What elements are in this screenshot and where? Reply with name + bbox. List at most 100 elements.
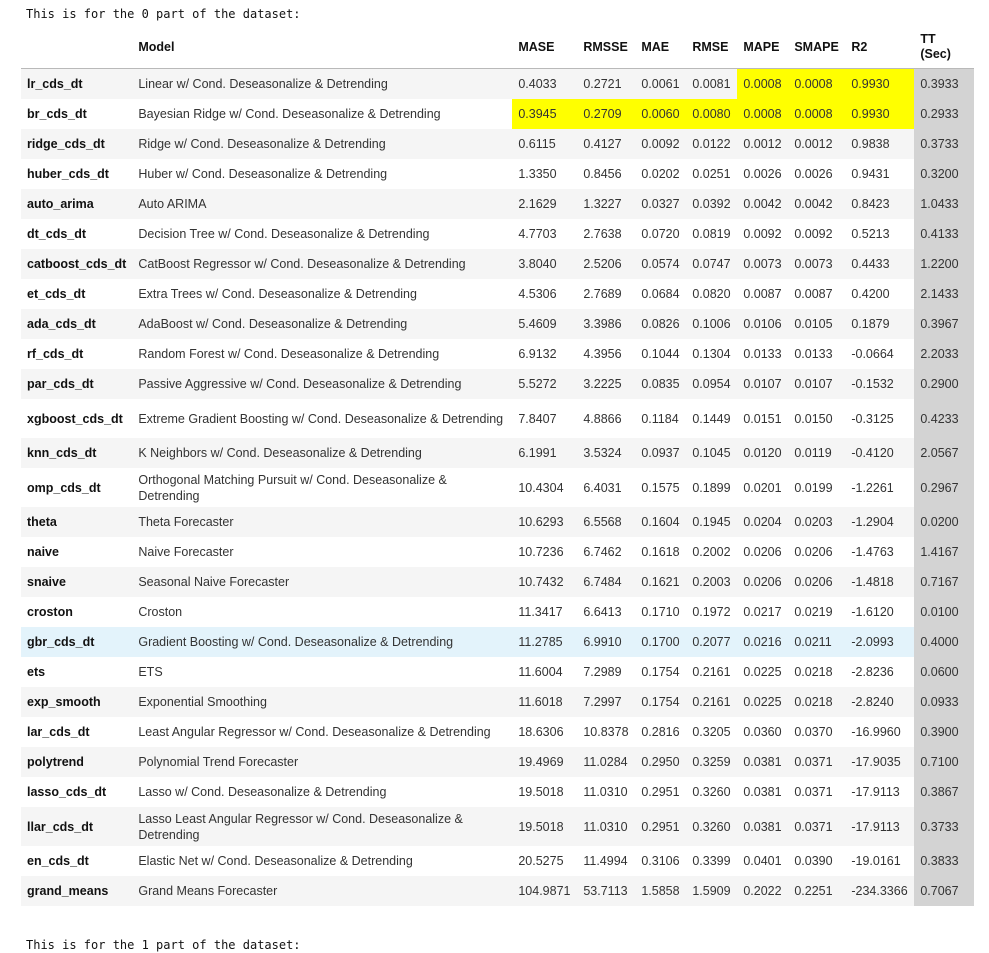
cell-mape: 0.2022	[737, 876, 789, 906]
cell-r2: 0.9930	[845, 68, 915, 99]
cell-mase: 0.3945	[512, 99, 578, 129]
cell-smape: 0.0008	[788, 99, 846, 129]
cell-model: Auto ARIMA	[132, 189, 513, 219]
cell-tt: 2.0567	[914, 438, 975, 468]
cell-mae: 0.0327	[635, 189, 687, 219]
cell-smape: 0.0008	[788, 68, 846, 99]
cell-rmse: 0.0820	[686, 279, 738, 309]
cell-index: ets	[21, 657, 133, 687]
cell-r2: -0.0664	[845, 339, 915, 369]
cell-mape: 0.0201	[737, 468, 789, 507]
cell-mae: 0.0061	[635, 68, 687, 99]
cell-mape: 0.0381	[737, 777, 789, 807]
cell-model: Lasso Least Angular Regressor w/ Cond. D…	[132, 807, 513, 846]
cell-smape: 0.0119	[788, 438, 846, 468]
cell-mae: 0.1575	[635, 468, 687, 507]
table-row: en_cds_dt Elastic Net w/ Cond. Deseasonal…	[21, 846, 975, 876]
cell-rmsse: 6.7484	[577, 567, 636, 597]
cell-rmsse: 11.0310	[577, 777, 636, 807]
cell-mae: 0.0574	[635, 249, 687, 279]
cell-smape: 0.0150	[788, 399, 846, 438]
cell-model: Theta Forecaster	[132, 507, 513, 537]
cell-mape: 0.0133	[737, 339, 789, 369]
cell-mape: 0.0217	[737, 597, 789, 627]
cell-tt: 0.4133	[914, 219, 975, 249]
cell-model: Gradient Boosting w/ Cond. Deseasonalize…	[132, 627, 513, 657]
cell-mae: 0.1754	[635, 687, 687, 717]
table-row: dt_cds_dt Decision Tree w/ Cond. Deseason…	[21, 219, 975, 249]
column-header-rmse: RMSE	[686, 26, 738, 69]
cell-index: exp_smooth	[21, 687, 133, 717]
cell-r2: -1.4763	[845, 537, 915, 567]
cell-mape: 0.0073	[737, 249, 789, 279]
table-row: catboost_cds_dt CatBoost Regressor w/ Con…	[21, 249, 975, 279]
cell-rmse: 0.1899	[686, 468, 738, 507]
cell-model: Extra Trees w/ Cond. Deseasonalize & Det…	[132, 279, 513, 309]
cell-tt: 0.2967	[914, 468, 975, 507]
cell-r2: -0.4120	[845, 438, 915, 468]
cell-model: Bayesian Ridge w/ Cond. Deseasonalize & …	[132, 99, 513, 129]
cell-tt: 0.2900	[914, 369, 975, 399]
cell-mase: 10.6293	[512, 507, 578, 537]
column-header-rmsse: RMSSE	[577, 26, 636, 69]
cell-r2: 0.4200	[845, 279, 915, 309]
cell-mase: 10.4304	[512, 468, 578, 507]
cell-mase: 10.7236	[512, 537, 578, 567]
table-header-row: Model MASE RMSSE MAE RMSE MAPE SMAPE R2 TT (Sec)	[21, 26, 975, 69]
cell-model: Ridge w/ Cond. Deseasonalize & Detrendin…	[132, 129, 513, 159]
cell-mase: 19.4969	[512, 747, 578, 777]
cell-rmse: 0.1449	[686, 399, 738, 438]
cell-mape: 0.0008	[737, 68, 789, 99]
cell-mase: 6.1991	[512, 438, 578, 468]
cell-r2: -17.9035	[845, 747, 915, 777]
cell-mae: 0.0937	[635, 438, 687, 468]
cell-index: rf_cds_dt	[21, 339, 133, 369]
cell-r2: 0.5213	[845, 219, 915, 249]
cell-index: knn_cds_dt	[21, 438, 133, 468]
cell-mae: 1.5858	[635, 876, 687, 906]
cell-mape: 0.0151	[737, 399, 789, 438]
cell-mase: 6.9132	[512, 339, 578, 369]
cell-r2: 0.4433	[845, 249, 915, 279]
cell-smape: 0.0199	[788, 468, 846, 507]
cell-mae: 0.2950	[635, 747, 687, 777]
cell-tt: 0.0200	[914, 507, 975, 537]
table-row: lasso_cds_dt Lasso w/ Cond. Deseasonalize…	[21, 777, 975, 807]
cell-tt: 0.0100	[914, 597, 975, 627]
table-row: snaive Seasonal Naive Forecaster 10.7432 6.…	[21, 567, 975, 597]
cell-mae: 0.1700	[635, 627, 687, 657]
cell-smape: 0.0206	[788, 537, 846, 567]
cell-rmse: 0.3259	[686, 747, 738, 777]
cell-r2: -1.2261	[845, 468, 915, 507]
output-outro-text: This is for the 1 part of the dataset:	[26, 938, 301, 952]
cell-smape: 0.0370	[788, 717, 846, 747]
cell-mae: 0.1621	[635, 567, 687, 597]
cell-rmse: 1.5909	[686, 876, 738, 906]
cell-rmsse: 11.0284	[577, 747, 636, 777]
table-row: naive Naive Forecaster 10.7236 6.7462 0.1618…	[21, 537, 975, 567]
cell-index: lasso_cds_dt	[21, 777, 133, 807]
cell-rmsse: 0.2721	[577, 68, 636, 99]
cell-smape: 0.0371	[788, 807, 846, 846]
cell-tt: 0.3967	[914, 309, 975, 339]
cell-mae: 0.0684	[635, 279, 687, 309]
cell-tt: 1.4167	[914, 537, 975, 567]
cell-mae: 0.1754	[635, 657, 687, 687]
cell-rmsse: 7.2997	[577, 687, 636, 717]
cell-model: AdaBoost w/ Cond. Deseasonalize & Detren…	[132, 309, 513, 339]
cell-smape: 0.0092	[788, 219, 846, 249]
table-row: auto_arima Auto ARIMA 2.1629 1.3227 0.0327 0.…	[21, 189, 975, 219]
cell-tt: 2.1433	[914, 279, 975, 309]
cell-r2: -17.9113	[845, 807, 915, 846]
table-row: gbr_cds_dt Gradient Boosting w/ Cond. Des…	[21, 627, 975, 657]
cell-r2: -1.4818	[845, 567, 915, 597]
table-row: ada_cds_dt AdaBoost w/ Cond. Deseasonaliz…	[21, 309, 975, 339]
cell-smape: 0.0087	[788, 279, 846, 309]
cell-mase: 104.9871	[512, 876, 578, 906]
cell-r2: -234.3366	[845, 876, 915, 906]
cell-mae: 0.1184	[635, 399, 687, 438]
cell-tt: 0.0933	[914, 687, 975, 717]
cell-r2: -16.9960	[845, 717, 915, 747]
table-row: croston Croston 11.3417 6.6413 0.1710 0.1972 0…	[21, 597, 975, 627]
cell-model: Polynomial Trend Forecaster	[132, 747, 513, 777]
